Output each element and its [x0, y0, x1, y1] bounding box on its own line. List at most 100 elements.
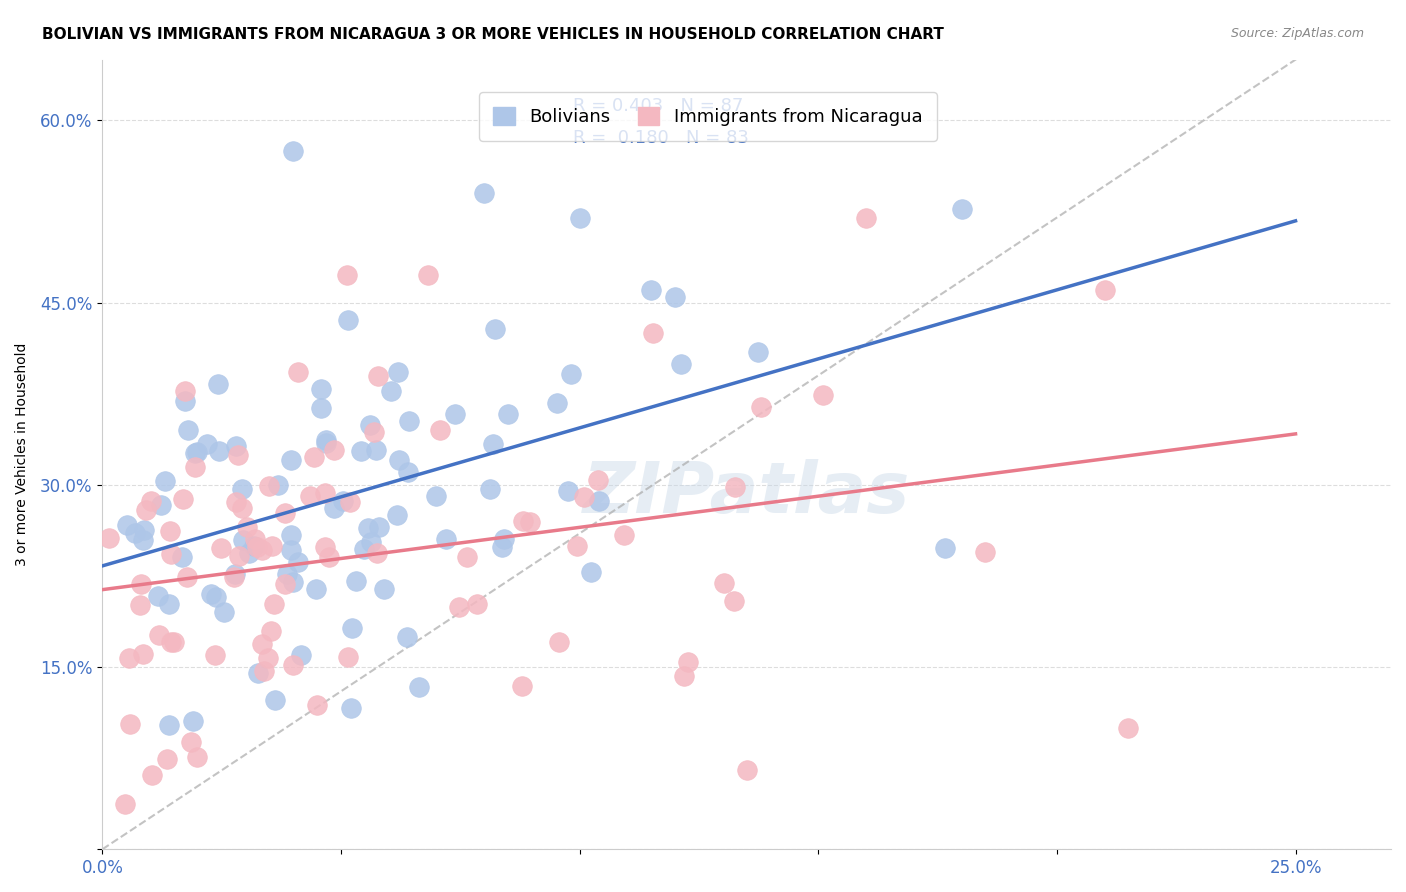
Point: [482, 436, 505, 450]
Point: [332, 493, 354, 508]
Text: BOLIVIAN VS IMMIGRANTS FROM NICARAGUA 3 OR MORE VEHICLES IN HOUSEHOLD CORRELATIO: BOLIVIAN VS IMMIGRANTS FROM NICARAGUA 3 …: [42, 27, 943, 42]
Point: [512, 679, 534, 693]
Point: [299, 489, 322, 503]
Point: [157, 718, 180, 732]
Point: [323, 443, 346, 458]
Point: [115, 518, 138, 533]
Point: [139, 494, 162, 508]
Point: [747, 345, 769, 359]
Point: [114, 797, 136, 811]
Point: [204, 648, 226, 662]
Point: [472, 186, 495, 201]
Point: [315, 434, 337, 448]
Point: [565, 539, 588, 553]
Point: [287, 365, 309, 379]
Point: [588, 494, 610, 508]
Point: [252, 637, 274, 651]
Point: [173, 393, 195, 408]
Point: [974, 544, 997, 558]
Point: [266, 478, 288, 492]
Point: [160, 547, 183, 561]
Point: [247, 666, 270, 681]
Point: [263, 597, 285, 611]
Point: [208, 444, 231, 458]
Point: [129, 577, 152, 591]
Point: [1094, 284, 1116, 298]
Point: [444, 407, 467, 421]
Point: [224, 567, 246, 582]
Point: [146, 589, 169, 603]
Point: [236, 520, 259, 534]
Point: [548, 635, 571, 649]
Point: [380, 384, 402, 399]
Point: [557, 483, 579, 498]
Point: [456, 549, 478, 564]
Point: [357, 521, 380, 535]
Point: [1118, 721, 1140, 735]
Point: [118, 650, 141, 665]
Point: [132, 533, 155, 547]
Point: [465, 597, 488, 611]
Point: [141, 768, 163, 782]
Point: [181, 714, 204, 728]
Point: [368, 519, 391, 533]
Point: [290, 648, 312, 662]
Point: [315, 436, 337, 450]
Point: [673, 669, 696, 683]
Point: [434, 532, 457, 546]
Point: [643, 326, 665, 340]
Point: [250, 543, 273, 558]
Point: [344, 574, 367, 589]
Point: [242, 539, 264, 553]
Point: [253, 665, 276, 679]
Point: [264, 692, 287, 706]
Point: [257, 651, 280, 665]
Point: [302, 450, 325, 464]
Point: [259, 478, 281, 492]
Point: [416, 268, 439, 282]
Point: [950, 202, 973, 216]
Point: [724, 480, 747, 494]
Point: [174, 384, 197, 399]
Point: [281, 575, 304, 590]
Point: [97, 532, 120, 546]
Point: [132, 647, 155, 661]
Point: [232, 533, 254, 548]
Point: [228, 549, 250, 564]
Point: [713, 576, 735, 591]
Point: [183, 446, 205, 460]
Point: [560, 367, 582, 381]
Point: [735, 764, 758, 778]
Point: [160, 635, 183, 649]
Point: [340, 700, 363, 714]
Point: [274, 577, 297, 591]
Point: [581, 566, 603, 580]
Point: [314, 540, 336, 554]
Text: R =  0.180   N = 83: R = 0.180 N = 83: [572, 128, 748, 146]
Point: [177, 423, 200, 437]
Point: [225, 495, 247, 509]
Point: [479, 482, 502, 496]
Point: [148, 627, 170, 641]
Point: [323, 500, 346, 515]
Point: [388, 453, 411, 467]
Point: [855, 211, 877, 225]
Point: [813, 388, 835, 402]
Point: [225, 439, 247, 453]
Point: [153, 474, 176, 488]
Point: [259, 624, 281, 639]
Point: [172, 491, 194, 506]
Point: [749, 400, 772, 414]
Point: [398, 414, 420, 428]
Point: [231, 482, 253, 496]
Point: [311, 401, 333, 416]
Point: [283, 144, 305, 158]
Point: [408, 680, 430, 694]
Point: [340, 621, 363, 635]
Point: [429, 423, 451, 437]
Point: [134, 523, 156, 537]
Point: [360, 535, 382, 549]
Point: [359, 418, 381, 433]
Point: [373, 582, 395, 596]
Point: [280, 453, 302, 467]
